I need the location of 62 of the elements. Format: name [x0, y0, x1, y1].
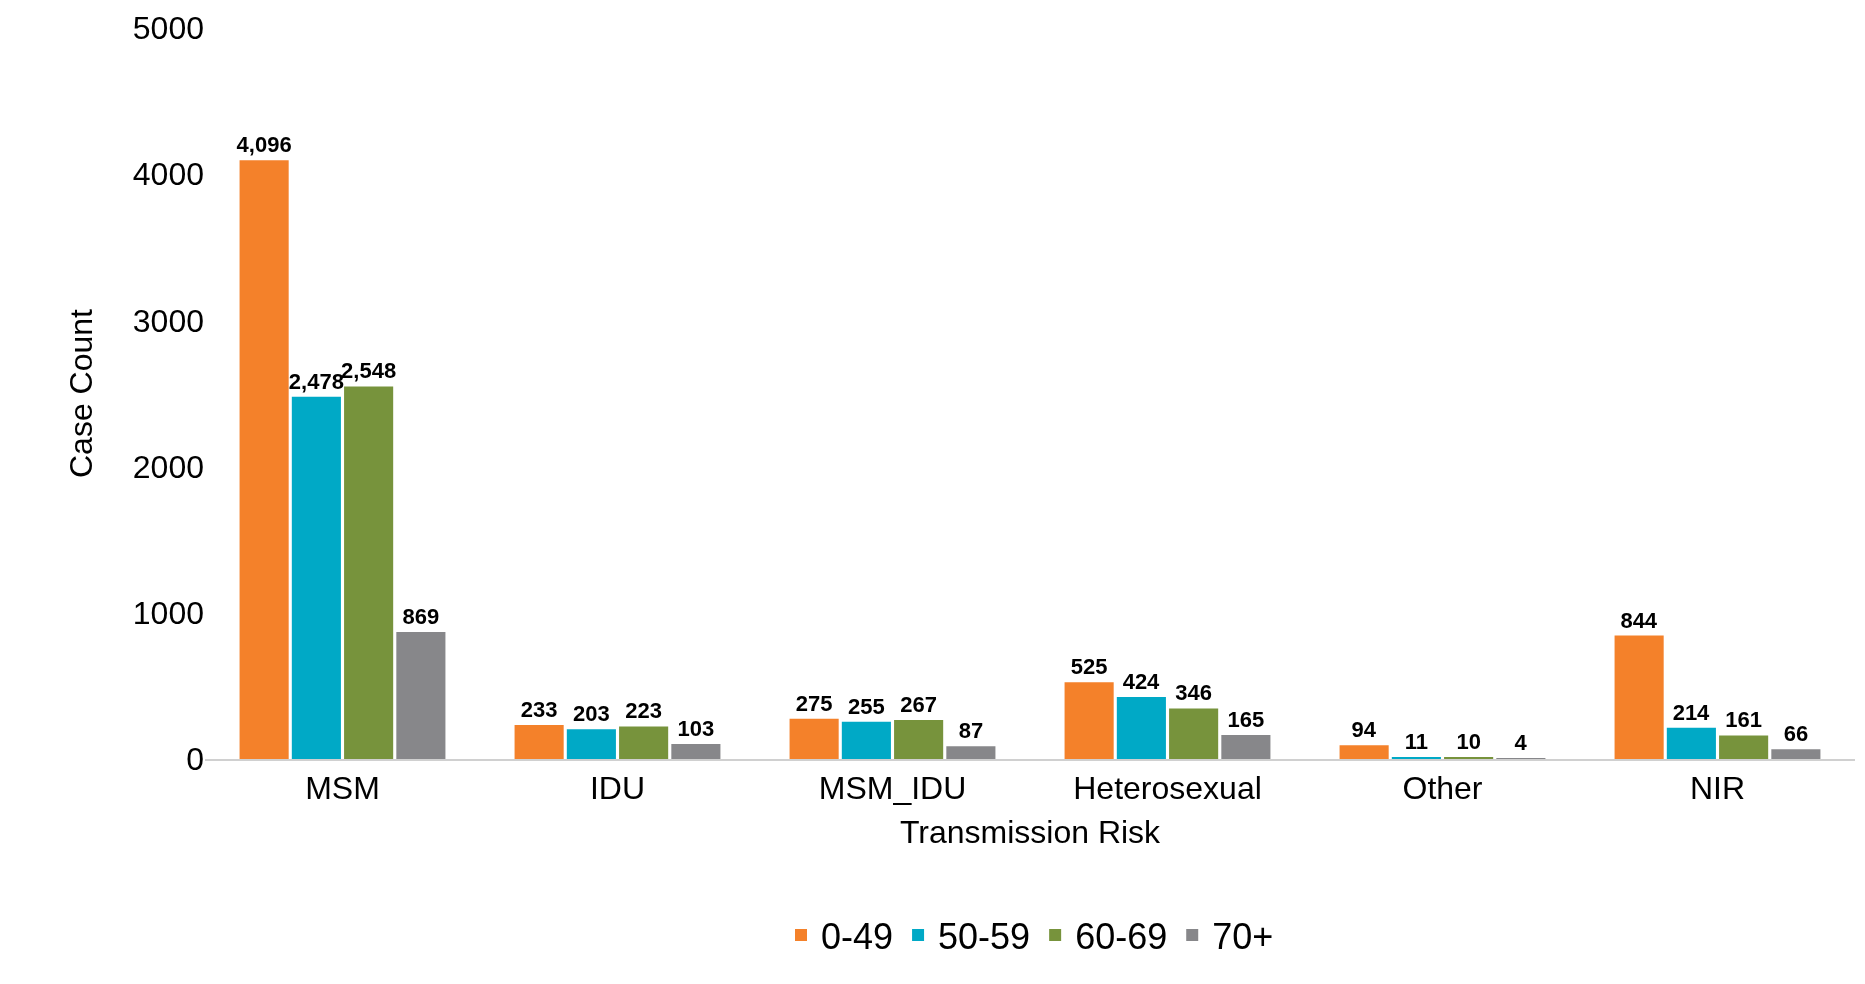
bar: [619, 726, 669, 759]
y-tick-label: 3000: [132, 302, 204, 339]
y-tick-label: 2000: [132, 448, 204, 485]
data-label: 4: [1514, 730, 1528, 755]
data-label: 4,096: [236, 132, 292, 158]
bar: [1221, 734, 1271, 759]
data-label: 424: [1122, 669, 1161, 695]
x-tick-label: Heterosexual: [1073, 770, 1262, 807]
x-tick-label: Other: [1402, 770, 1483, 807]
data-label: 165: [1227, 706, 1265, 732]
x-tick-label: MSM: [305, 770, 380, 807]
x-axis-title: Transmission Risk: [899, 813, 1162, 850]
data-label: 11: [1404, 729, 1429, 754]
data-label: 869: [402, 603, 440, 629]
bar: [1771, 749, 1821, 759]
data-label: 66: [1783, 721, 1809, 747]
bar: [1064, 682, 1114, 759]
data-label: 844: [1620, 607, 1658, 633]
legend-label: 70+: [1212, 916, 1274, 958]
bar: [789, 718, 839, 759]
legend-label: 50-59: [938, 916, 1031, 958]
bar: [1666, 727, 1716, 759]
x-tick-label: IDU: [589, 770, 646, 807]
bar: [1614, 635, 1664, 759]
data-label: 161: [1725, 707, 1762, 733]
data-label: 94: [1351, 717, 1377, 743]
data-label: 275: [795, 690, 833, 716]
bar: [396, 631, 446, 759]
data-label: 233: [520, 696, 558, 722]
bar: [841, 721, 891, 759]
bar: [291, 396, 341, 759]
x-tick-label: MSM_IDU: [818, 770, 967, 807]
data-label: 214: [1672, 699, 1711, 725]
y-tick-label: 1000: [132, 595, 204, 631]
data-label: 267: [900, 691, 937, 717]
bar: [894, 719, 944, 759]
bar: [344, 386, 394, 759]
data-label: 223: [625, 698, 662, 724]
data-label: 346: [1175, 680, 1212, 706]
bar: [946, 746, 996, 759]
data-label: 203: [573, 701, 610, 727]
y-axis-title: Case Count: [63, 308, 100, 478]
data-label: 103: [677, 715, 715, 741]
bar: [239, 160, 289, 759]
bar: [1169, 708, 1219, 759]
data-label: 255: [848, 693, 885, 719]
data-label: 525: [1070, 654, 1108, 680]
bar: [514, 724, 564, 759]
legend-label: 0-49: [821, 916, 894, 958]
data-label: 10: [1456, 729, 1481, 754]
y-tick-label: 5000: [132, 10, 204, 47]
data-label: 2,478: [288, 368, 344, 394]
legend-label: 60-69: [1075, 916, 1168, 958]
y-tick-label: 0: [186, 741, 204, 778]
data-label: 87: [958, 718, 984, 744]
bar: [1719, 735, 1769, 759]
bar: [1116, 697, 1166, 759]
bar: [1339, 745, 1389, 759]
x-tick-label: NIR: [1689, 770, 1746, 807]
bar: [671, 743, 721, 759]
bar: [566, 729, 616, 759]
y-tick-label: 4000: [132, 156, 204, 193]
